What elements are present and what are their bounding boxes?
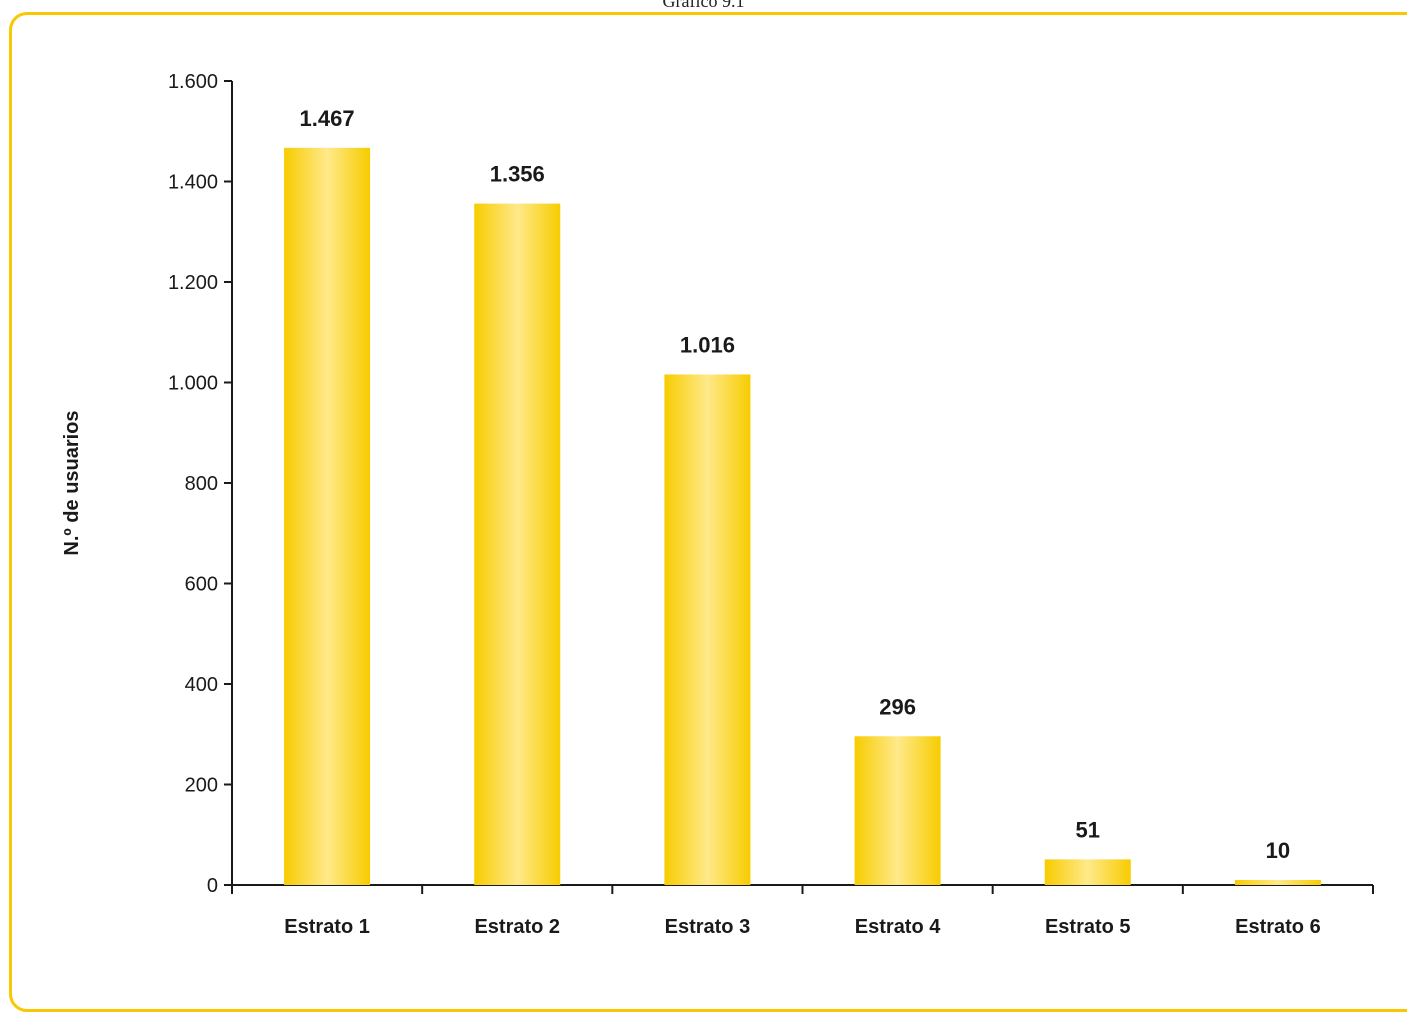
category-label-4: Estrato 4 [855, 916, 941, 938]
data-label-1: 1.467 [300, 106, 355, 131]
data-label-6: 10 [1266, 838, 1290, 863]
chart-page: Gráfico 9.1 0 200 400 600 800 1.000 1.200 1.400… [9, 0, 1407, 1012]
data-label-3: 1.016 [680, 332, 735, 357]
y-tick-label: 1.000 [168, 373, 218, 395]
bar-6 [1234, 879, 1321, 885]
y-axis-title: N.º de usuarios [61, 410, 83, 555]
bar-chart: 0 200 400 600 800 1.000 1.200 1.400 1.600 1.467 Es… [61, 71, 1374, 938]
data-label-2: 1.356 [490, 162, 545, 187]
y-tick-label: 0 [207, 875, 218, 897]
data-label-4: 296 [879, 694, 916, 719]
bar-1 [284, 147, 371, 885]
category-label-2: Estrato 2 [474, 916, 560, 938]
y-tick-label: 1.400 [168, 172, 218, 194]
y-tick-label: 800 [185, 473, 218, 495]
y-tick-label: 1.600 [168, 71, 218, 93]
category-label-1: Estrato 1 [284, 916, 370, 938]
figure-caption: Gráfico 9.1 [662, 0, 745, 11]
y-tick-label: 200 [185, 775, 218, 797]
category-label-5: Estrato 5 [1045, 916, 1131, 938]
category-label-3: Estrato 3 [665, 916, 751, 938]
bar-4 [854, 736, 941, 885]
bar-3 [664, 374, 751, 885]
bar-2 [474, 203, 561, 886]
category-label-6: Estrato 6 [1235, 916, 1321, 938]
y-tick-label: 1.200 [168, 272, 218, 294]
bar-5 [1044, 859, 1131, 885]
data-label-5: 51 [1076, 817, 1100, 842]
labels: 0 200 400 600 800 1.000 1.200 1.400 1.600 1.467 Es… [168, 71, 1321, 938]
axes [224, 80, 1374, 894]
y-tick-label: 600 [185, 574, 218, 596]
y-tick-label: 400 [185, 674, 218, 696]
bars [284, 147, 1321, 886]
